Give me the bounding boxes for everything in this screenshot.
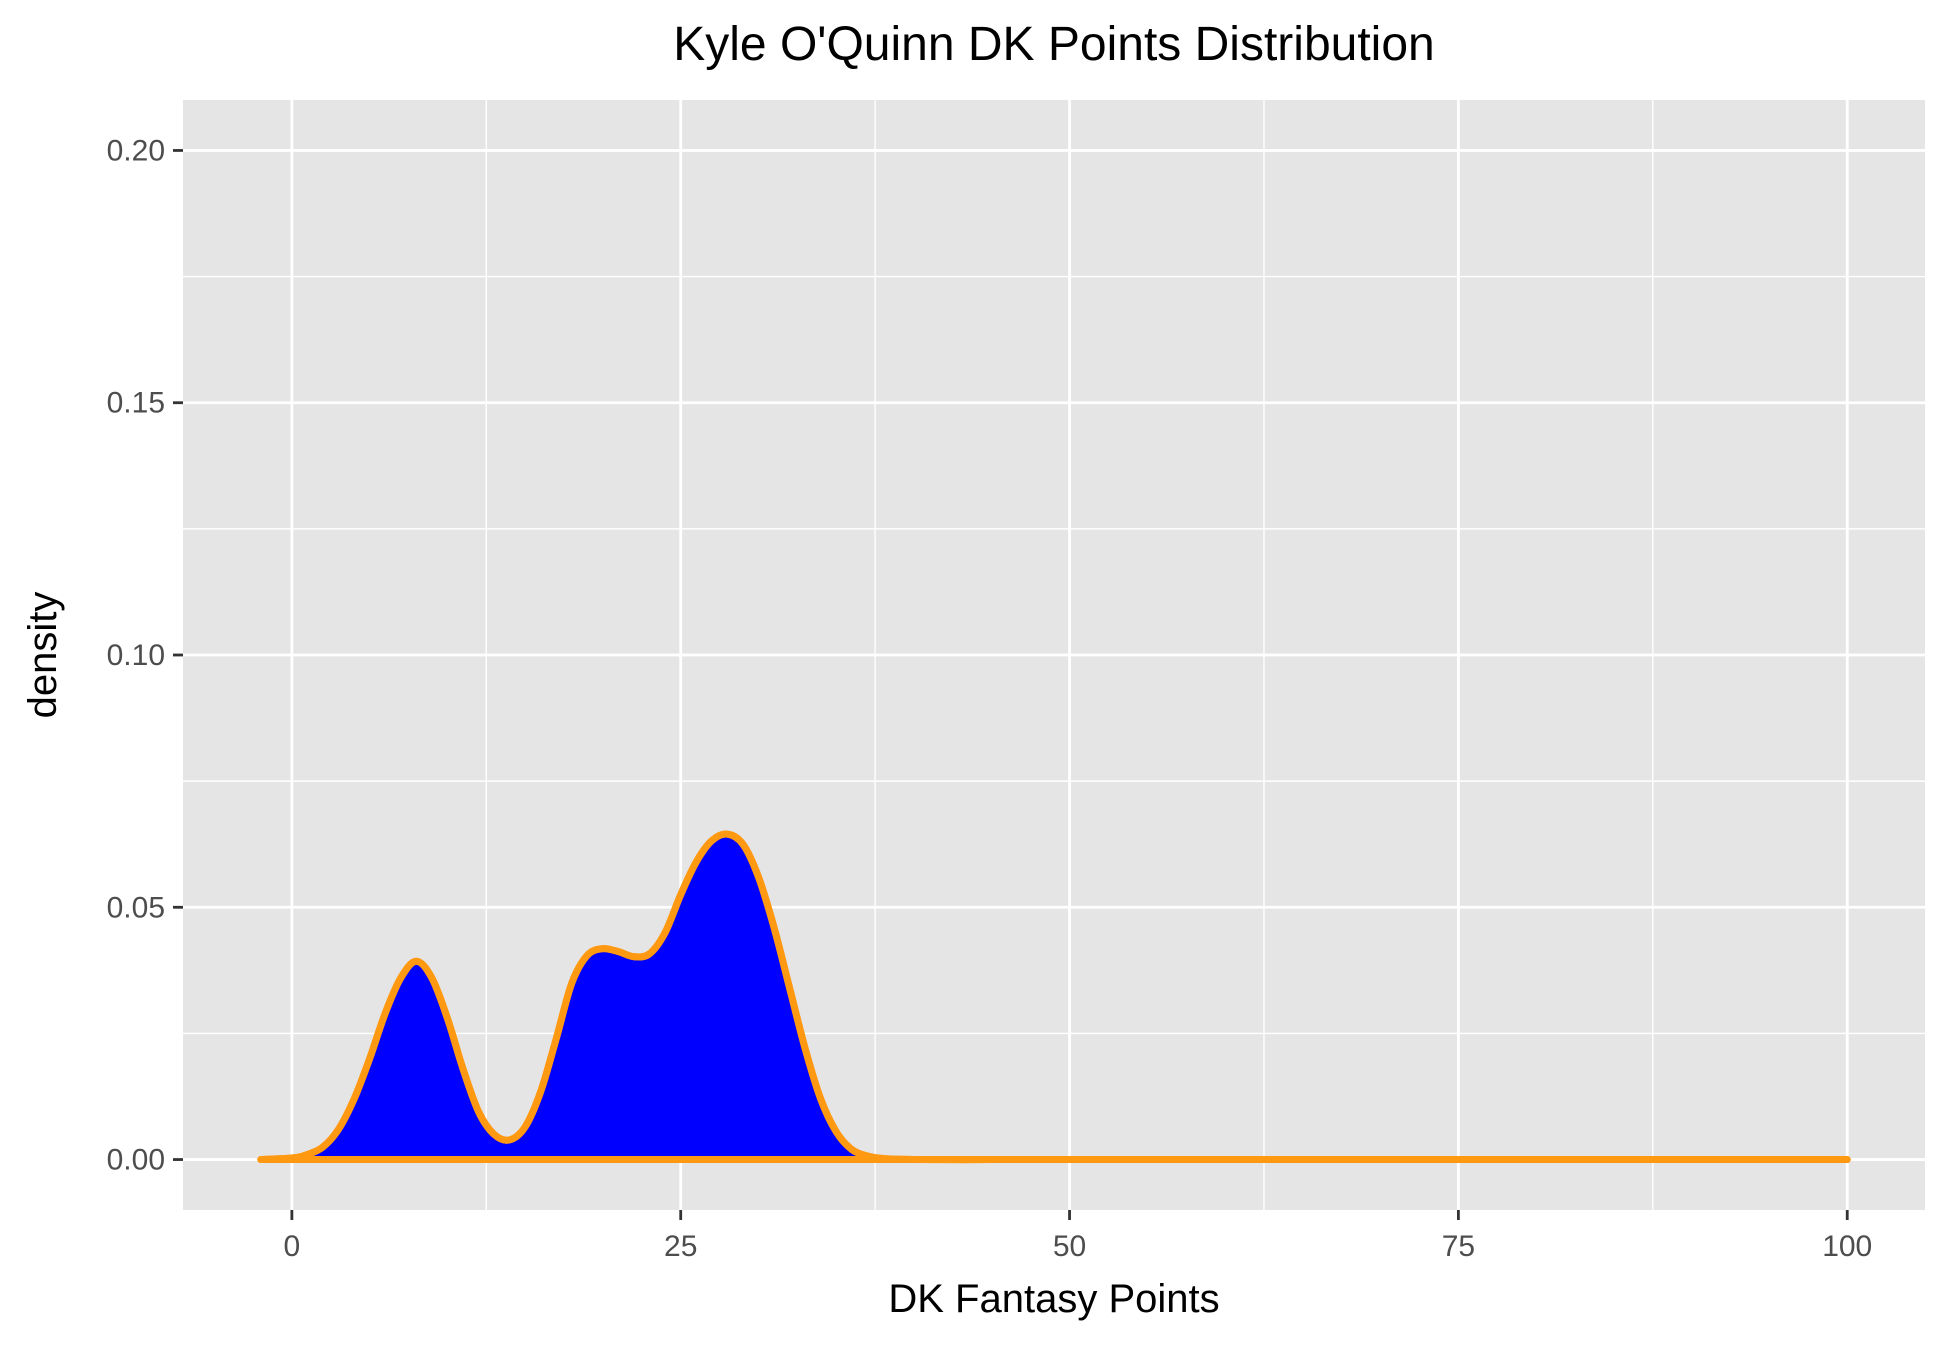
- y-axis: 0.00 0.05 0.10 0.15 0.20: [107, 134, 183, 1177]
- x-tick-label: 50: [1053, 1230, 1086, 1263]
- y-tick-label: 0.00: [107, 1144, 165, 1177]
- y-tick-label: 0.10: [107, 639, 165, 672]
- x-axis: 0 25 50 75 100: [284, 1210, 1872, 1263]
- x-tick-label: 100: [1822, 1230, 1872, 1263]
- y-tick-label: 0.20: [107, 134, 165, 167]
- density-outline: [257, 830, 1851, 1164]
- y-axis-title: density: [21, 592, 65, 719]
- x-tick-label: 75: [1442, 1230, 1475, 1263]
- x-tick-label: 0: [284, 1230, 301, 1263]
- x-tick-label: 25: [664, 1230, 697, 1263]
- x-axis-title: DK Fantasy Points: [888, 1277, 1219, 1321]
- chart-title: Kyle O'Quinn DK Points Distribution: [673, 18, 1434, 71]
- y-tick-label: 0.15: [107, 387, 165, 420]
- y-tick-label: 0.05: [107, 891, 165, 924]
